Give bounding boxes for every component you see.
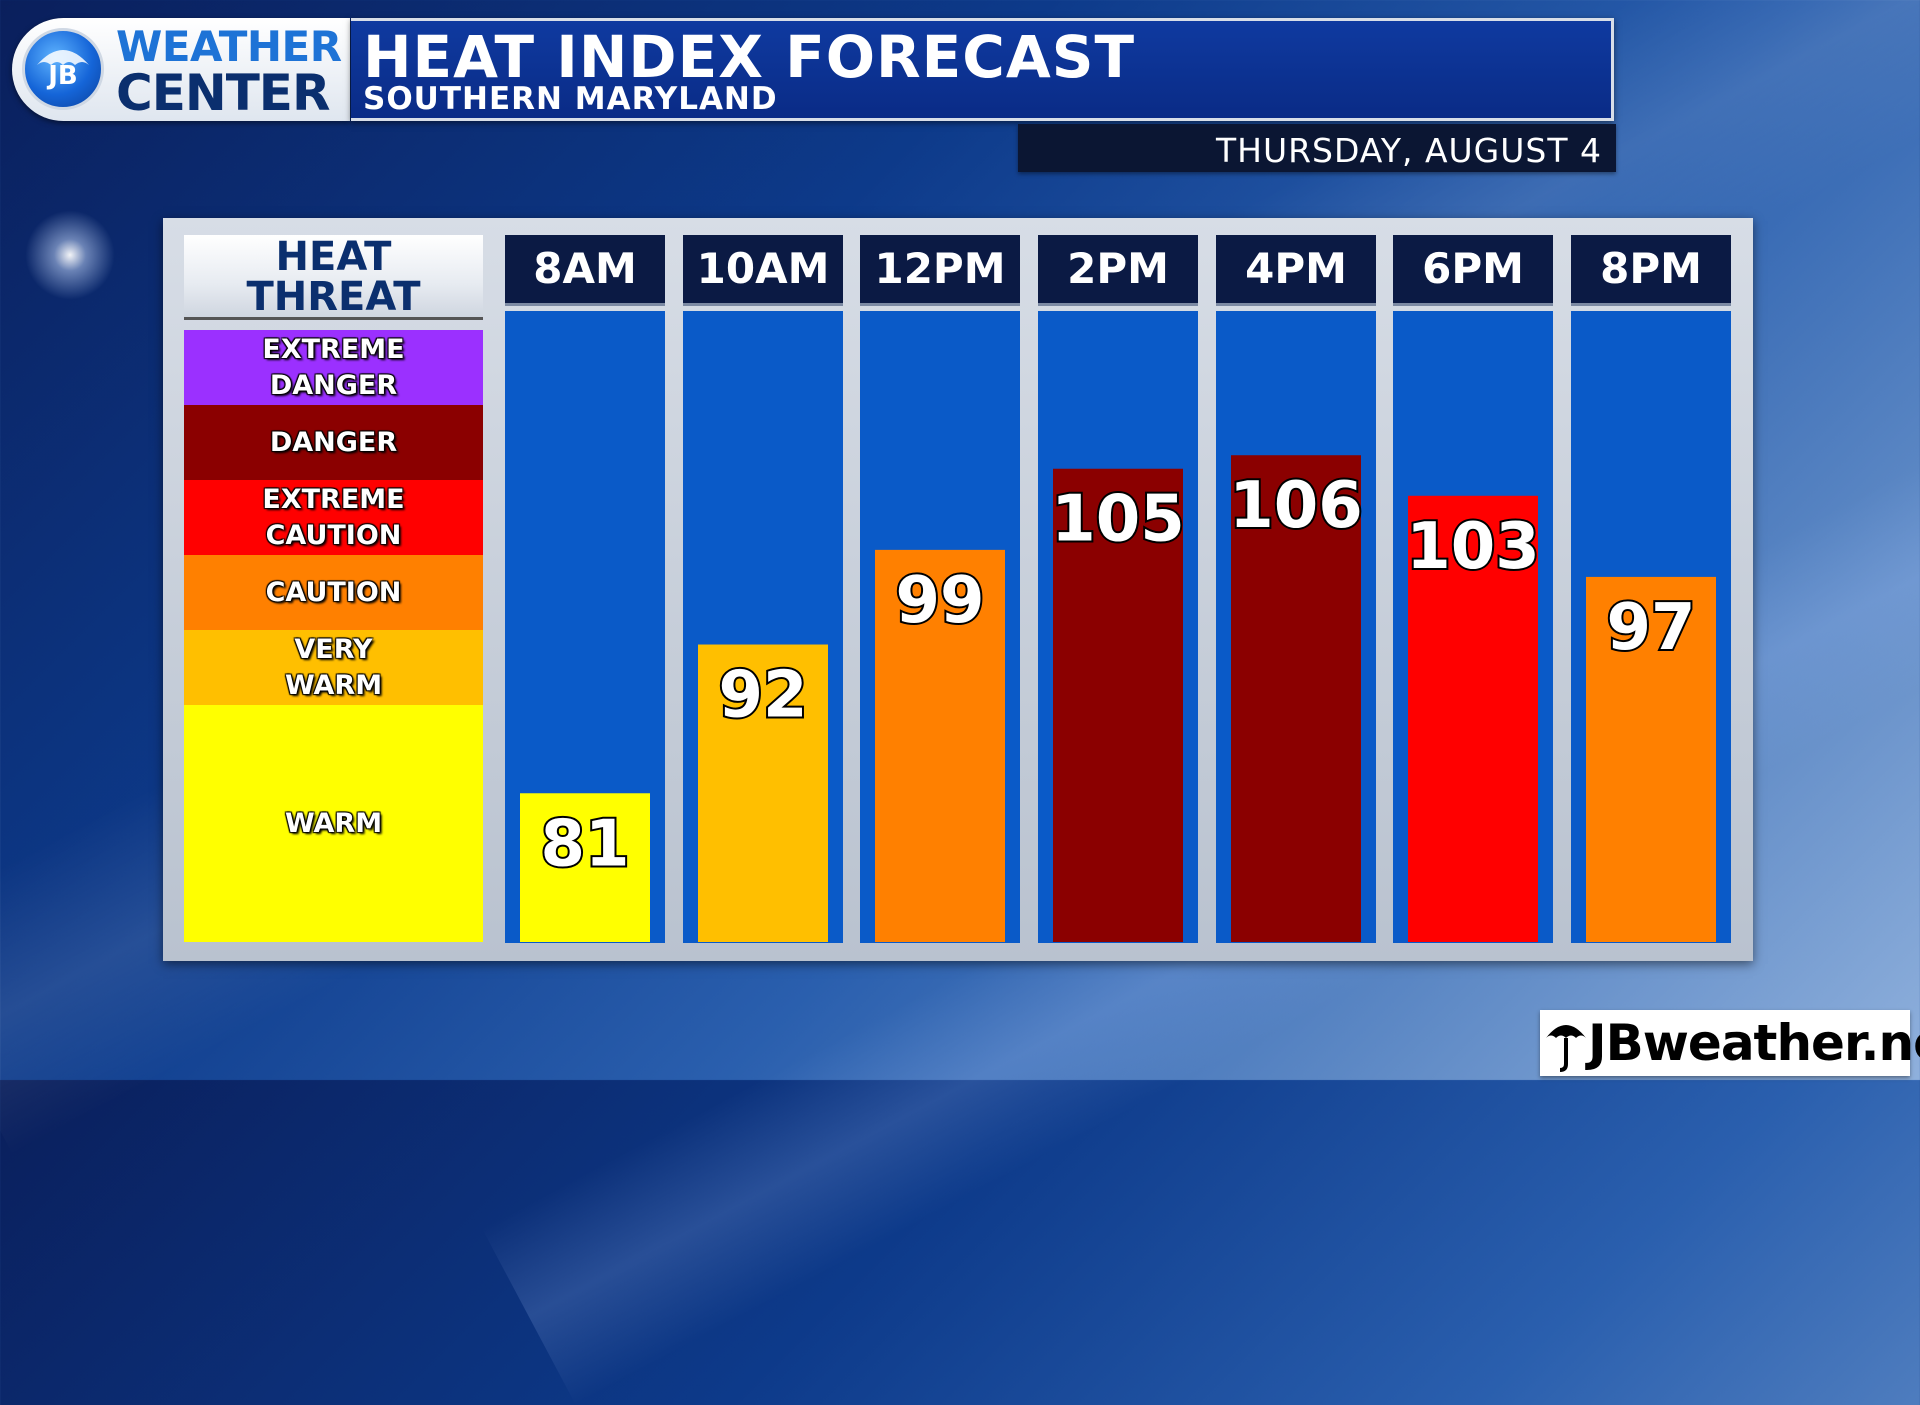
legend-band-label: DANGER (269, 369, 398, 401)
title-banner: HEAT INDEX FORECAST SOUTHERN MARYLAND (351, 18, 1614, 121)
bar-chart: 81 92 99 105 106 103 97 (520, 455, 1716, 942)
legend-header: HEAT THREAT (184, 235, 483, 320)
page-subtitle: SOUTHERN MARYLAND (363, 81, 778, 117)
legend-header-line1: HEAT (275, 234, 392, 280)
bar-8pm (1586, 576, 1716, 942)
column-header: 6PM (1393, 235, 1553, 306)
bar-6pm (1408, 495, 1538, 942)
legend-band-label: WARM (284, 669, 383, 701)
legend-band-label: VERY (294, 633, 373, 665)
bar-value-label: 103 (1406, 510, 1540, 584)
bar-value-label: 105 (1051, 483, 1185, 557)
legend-band-very-warm: VERY WARM (184, 630, 483, 705)
brand-site-name: JBweather.net (1588, 1014, 1920, 1072)
legend-band-caution: CAUTION (184, 555, 483, 630)
bar-10am (698, 644, 828, 942)
lens-flare (25, 210, 115, 300)
column-header: 12PM (860, 235, 1020, 306)
legend-band-warm: WARM (184, 705, 483, 942)
umbrella-icon (1546, 1025, 1586, 1072)
logo-word-center: CENTER (116, 64, 330, 122)
bar-2pm (1053, 468, 1183, 942)
logo-initials: JB (48, 61, 78, 91)
legend-band-danger: DANGER (184, 405, 483, 480)
date-banner: THURSDAY, AUGUST 4 (1018, 124, 1616, 172)
column-header: 10AM (683, 235, 843, 306)
column-header: 2PM (1038, 235, 1198, 306)
bar-12pm (875, 549, 1005, 942)
bar-value-label: 99 (895, 564, 984, 638)
station-logo: JB WEATHER CENTER (12, 18, 350, 122)
legend-band-label: EXTREME (262, 333, 405, 365)
legend-header-line2: THREAT (246, 274, 421, 320)
bar-8am (520, 793, 650, 942)
logo-word-weather: WEATHER (116, 22, 342, 71)
bar-value-label: 106 (1229, 469, 1363, 543)
column-header: 8PM (1571, 235, 1731, 306)
bar-value-label: 81 (540, 807, 629, 881)
umbrella-logo-icon: JB (22, 28, 104, 110)
legend-band-label: EXTREME (262, 483, 405, 515)
forecast-date: THURSDAY, AUGUST 4 (1215, 131, 1602, 170)
column-header: 4PM (1216, 235, 1376, 306)
page-title: HEAT INDEX FORECAST (363, 23, 1136, 91)
legend-band-label: DANGER (269, 426, 398, 458)
brand-watermark: JBweather.net (1540, 1010, 1920, 1076)
bar-4pm (1231, 455, 1361, 942)
legend-band-extreme-danger: EXTREME DANGER (184, 330, 483, 405)
bar-value-label: 97 (1606, 591, 1695, 665)
legend-band-label: CAUTION (265, 519, 402, 551)
column-header: 8AM (505, 235, 665, 306)
legend-band-extreme-caution: EXTREME CAUTION (184, 480, 483, 555)
legend-band-label: WARM (284, 807, 383, 839)
legend-band-label: CAUTION (265, 576, 402, 608)
bar-value-label: 92 (718, 659, 807, 733)
